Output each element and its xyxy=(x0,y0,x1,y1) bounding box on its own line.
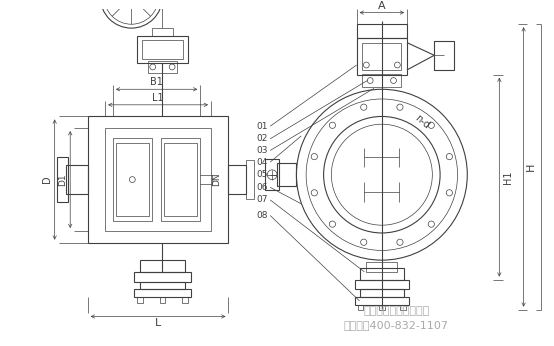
Text: 热线电话400-832-1107: 热线电话400-832-1107 xyxy=(344,320,449,330)
Bar xyxy=(182,297,188,303)
Bar xyxy=(116,143,149,217)
Text: 04: 04 xyxy=(257,157,268,166)
Bar xyxy=(105,128,211,231)
Bar xyxy=(137,297,143,303)
Bar xyxy=(142,40,183,59)
Text: 05: 05 xyxy=(257,170,268,179)
Text: L: L xyxy=(155,318,161,328)
Text: DN: DN xyxy=(212,173,221,186)
Bar xyxy=(366,262,397,272)
Bar xyxy=(434,41,454,70)
Bar xyxy=(161,138,201,221)
Bar xyxy=(148,61,177,73)
Text: n-d: n-d xyxy=(413,112,432,130)
Text: L1: L1 xyxy=(152,93,163,103)
Bar xyxy=(277,163,296,186)
Text: 06: 06 xyxy=(257,183,268,192)
Bar xyxy=(140,282,185,289)
Bar xyxy=(246,160,254,199)
Text: 08: 08 xyxy=(257,211,268,220)
Bar xyxy=(228,165,246,194)
Bar xyxy=(265,159,279,190)
Bar xyxy=(134,272,191,282)
Bar xyxy=(122,0,140,8)
Bar xyxy=(152,28,173,36)
Bar xyxy=(379,305,385,310)
Bar xyxy=(165,143,197,217)
Bar xyxy=(362,74,401,87)
Bar xyxy=(360,268,404,280)
Text: 01: 01 xyxy=(257,122,268,131)
Text: H1: H1 xyxy=(503,171,513,184)
Bar xyxy=(360,289,404,297)
Text: D: D xyxy=(42,176,52,183)
Bar xyxy=(355,297,409,305)
Text: D1: D1 xyxy=(58,173,67,186)
Text: 03: 03 xyxy=(257,146,268,155)
Bar xyxy=(57,157,68,202)
Text: B1: B1 xyxy=(150,78,163,88)
Bar xyxy=(357,38,407,75)
Bar xyxy=(357,305,363,310)
Bar xyxy=(113,138,152,221)
Text: 07: 07 xyxy=(257,195,268,204)
Text: 淤博伟恒阀门有限公司: 淤博伟恒阀门有限公司 xyxy=(363,306,429,316)
Bar xyxy=(137,36,188,63)
Bar xyxy=(134,289,191,297)
Bar xyxy=(362,43,401,70)
Text: A: A xyxy=(378,1,386,11)
Bar xyxy=(66,165,88,194)
Bar xyxy=(160,297,165,303)
Bar xyxy=(88,117,228,243)
Text: 02: 02 xyxy=(257,134,268,143)
Bar xyxy=(140,260,185,272)
Bar xyxy=(355,280,409,289)
Bar xyxy=(401,305,406,310)
Bar xyxy=(357,24,407,38)
Text: H: H xyxy=(526,163,536,171)
